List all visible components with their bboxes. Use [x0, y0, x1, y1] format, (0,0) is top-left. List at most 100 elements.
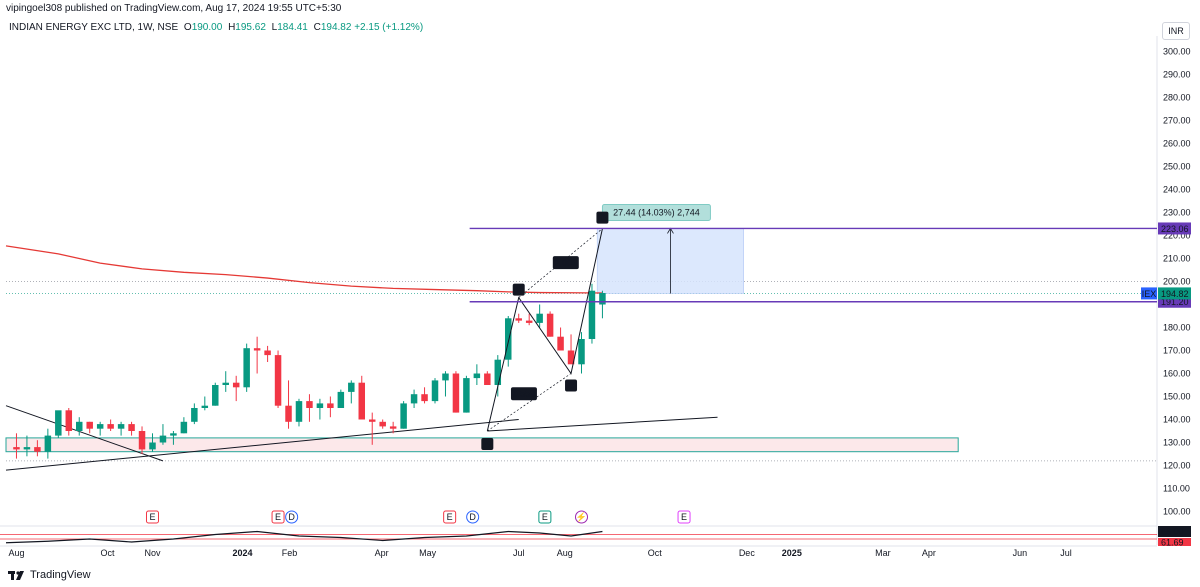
- candle-body: [222, 382, 229, 385]
- candle: [117, 421, 125, 436]
- candle: [191, 403, 198, 425]
- candle: [557, 327, 564, 351]
- candle-body: [348, 382, 355, 392]
- osc-value-badge: [1158, 526, 1191, 537]
- candle: [222, 371, 229, 392]
- candle: [96, 421, 104, 436]
- level-axis-label: 223.06: [1161, 224, 1189, 234]
- candle: [536, 304, 543, 328]
- candle: [431, 378, 439, 404]
- y-tick-label: 230.00: [1163, 208, 1191, 218]
- oscillator-line: [5, 530, 603, 544]
- candle: [232, 375, 240, 402]
- symbol-legend: INDIAN ENERGY EXC LTD, 1W, NSE O190.00 H…: [9, 22, 424, 33]
- candle-body: [170, 433, 177, 436]
- y-tick-label: 290.00: [1163, 70, 1191, 80]
- event-marker: [271, 510, 285, 524]
- event-marker: [677, 510, 691, 524]
- x-tick-label: Oct: [100, 548, 115, 558]
- candle: [316, 398, 324, 420]
- pattern-ratio-label: 2.006: [555, 258, 578, 268]
- candle: [578, 332, 585, 374]
- x-tick-label: 2024: [232, 548, 252, 558]
- y-tick-label: 220.00: [1163, 231, 1191, 241]
- event-marker-label: E: [681, 512, 687, 522]
- candle-body: [327, 403, 334, 408]
- event-marker: [538, 510, 552, 524]
- candle-body: [463, 378, 470, 413]
- pattern-ratio-label: 0.558: [513, 389, 536, 399]
- y-tick-label: 250.00: [1163, 162, 1191, 172]
- candle: [34, 440, 41, 457]
- candle-body: [389, 426, 397, 429]
- x-tick-label: Oct: [648, 548, 663, 558]
- x-tick-label: Aug: [557, 548, 573, 558]
- currency-button[interactable]: INR: [1162, 22, 1190, 40]
- osc-ref-label: 61.69: [1161, 538, 1184, 548]
- candle: [243, 343, 250, 392]
- candle: [128, 421, 135, 436]
- publisher-line: vipingoel308 published on TradingView.co…: [6, 3, 342, 14]
- candle-body: [599, 293, 606, 305]
- candle: [368, 412, 376, 445]
- symbol-title: INDIAN ENERGY EXC LTD, 1W, NSE: [9, 22, 179, 33]
- candle: [253, 336, 261, 374]
- candle-body: [316, 403, 324, 408]
- candle: [358, 375, 366, 420]
- candle: [348, 380, 355, 404]
- x-tick-label: Jun: [1013, 548, 1028, 558]
- candle-body: [473, 373, 481, 379]
- x-tick-label: 2025: [782, 548, 802, 558]
- candle: [149, 433, 156, 452]
- candle-body: [442, 373, 449, 381]
- event-marker: [466, 510, 480, 524]
- ticker-label: IEX: [1142, 289, 1157, 299]
- osc-ref-badge: [1158, 538, 1191, 546]
- candle-body: [546, 313, 554, 337]
- event-marker-label: E: [447, 512, 453, 522]
- measure-label: 27.44 (14.03%) 2,744: [613, 207, 700, 217]
- candle-body: [76, 421, 83, 431]
- y-tick-label: 270.00: [1163, 116, 1191, 126]
- candle-body: [86, 421, 93, 429]
- candle-body: [567, 350, 575, 365]
- candle: [295, 398, 303, 427]
- candle-body: [117, 424, 125, 429]
- candle: [400, 401, 407, 429]
- last-price-label: 194.82: [1161, 289, 1189, 299]
- candle-body: [44, 435, 52, 452]
- y-tick-label: 170.00: [1163, 346, 1191, 356]
- candle: [212, 382, 219, 406]
- candle-body: [13, 447, 20, 450]
- candle: [107, 419, 114, 431]
- candle-body: [505, 318, 512, 360]
- x-tick-label: Apr: [375, 548, 389, 558]
- candle: [484, 371, 491, 385]
- candle: [546, 311, 554, 337]
- candle: [201, 396, 209, 411]
- candle: [170, 431, 177, 445]
- trendline: [5, 419, 519, 471]
- y-tick-label: 180.00: [1163, 323, 1191, 333]
- candle-body: [306, 401, 313, 408]
- candle-body: [421, 394, 428, 402]
- tradingview-brand: TradingView: [8, 569, 91, 581]
- ticker-badge: [1141, 287, 1157, 300]
- candle: [442, 371, 449, 397]
- candle-body: [494, 359, 502, 385]
- event-marker-label: D: [469, 512, 476, 522]
- candle-body: [159, 435, 167, 443]
- event-marker-label: E: [542, 512, 548, 522]
- candle-body: [232, 382, 240, 388]
- candle-body: [484, 373, 491, 385]
- x-tick-label: Jul: [1060, 548, 1072, 558]
- candle-body: [212, 385, 219, 406]
- candle-body: [578, 339, 585, 365]
- candle: [44, 428, 52, 459]
- candle-body: [588, 290, 596, 339]
- abcd-pattern: [486, 228, 603, 432]
- candle: [65, 408, 73, 436]
- candle-body: [149, 442, 156, 450]
- candle: [410, 389, 418, 408]
